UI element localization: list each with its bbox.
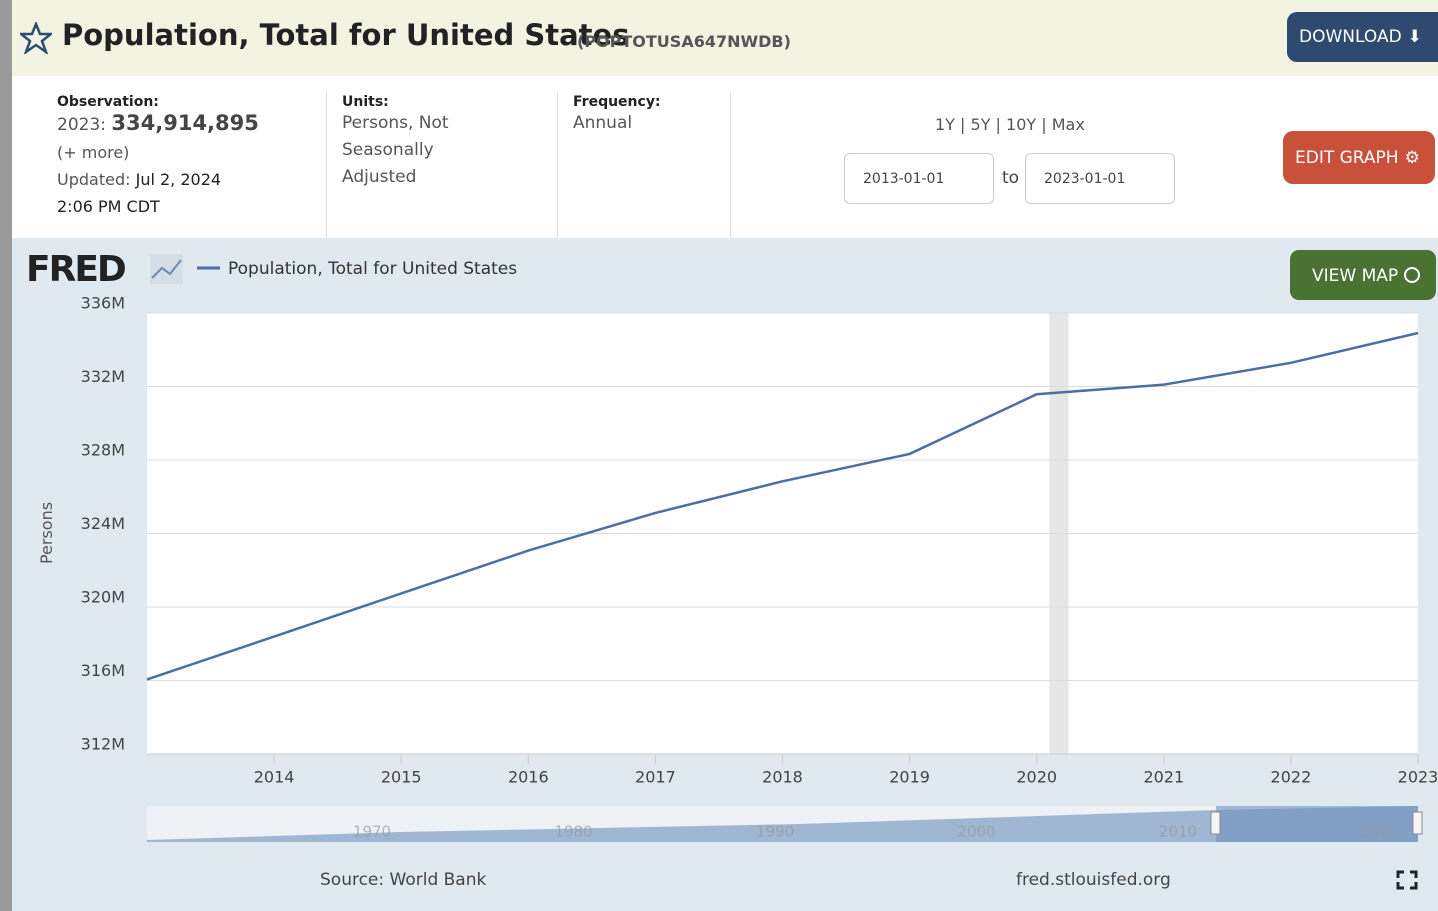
to-label: to [1002, 168, 1020, 188]
observation-value: 334,914,895 [111, 111, 259, 135]
x-tick-label: 2020 [1016, 768, 1057, 787]
x-tick-label: 2022 [1271, 768, 1312, 787]
frequency: Frequency: Annual [573, 94, 661, 137]
navigator-label: 2010 [1159, 823, 1197, 841]
x-tick-label: 2023 [1398, 768, 1438, 787]
navigator-area [147, 806, 1418, 842]
frequency-value: Annual [573, 113, 633, 133]
units-value: Persons, Not Seasonally Adjusted [342, 113, 449, 187]
y-tick-label: 324M [81, 514, 125, 533]
navigator-label: 2000 [957, 823, 995, 841]
units: Units: Persons, Not Seasonally Adjusted [342, 94, 492, 191]
divider [557, 92, 558, 238]
y-tick-label: 328M [81, 441, 125, 460]
divider [326, 92, 327, 238]
logo-icon [151, 259, 182, 279]
navigator-selection[interactable] [1216, 806, 1418, 842]
view-map-button[interactable] [1290, 250, 1436, 300]
observation: Observation: 2023: 334,914,895 (+ more) … [57, 94, 259, 220]
y-tick-label: 336M [81, 294, 125, 313]
side-strip [0, 0, 12, 911]
observation-label: Observation: [57, 94, 159, 110]
navigator-handle[interactable] [1412, 811, 1423, 835]
y-axis-title: Persons [37, 502, 56, 564]
units-label: Units: [342, 94, 389, 110]
header-bar: Population, Total for United States (POP… [12, 0, 1438, 76]
logo-icon [150, 254, 183, 284]
series-line [146, 331, 1419, 681]
navigator-label: 1990 [756, 823, 794, 841]
y-tick-label: 312M [81, 735, 125, 754]
start-date[interactable]: 2013-01-01 [844, 153, 994, 204]
updated-date: Jul 2, 2024 [135, 170, 222, 189]
observation-date: 2023: [57, 115, 106, 135]
legend-label: Population, Total for United States [228, 259, 517, 279]
range-links[interactable]: 1Y | 5Y | 10Y | Max [935, 115, 1085, 134]
x-tick-label: 2015 [381, 768, 422, 787]
globe-icon [1404, 267, 1420, 283]
source: Source: World Bank [320, 870, 486, 890]
view-map-label: VIEW MAP [1312, 266, 1398, 286]
star-icon[interactable] [20, 22, 52, 54]
x-tick-label: 2017 [635, 768, 676, 787]
navigator-label: 1980 [554, 823, 592, 841]
y-tick-label: 316M [81, 661, 125, 680]
updated-time: 2:06 PM CDT [57, 197, 160, 216]
divider [730, 92, 731, 238]
fred-logo: FRED [26, 249, 125, 290]
navigator-handle[interactable] [1210, 811, 1221, 835]
updated-label: Updated: [57, 170, 131, 189]
more-link[interactable]: (+ more) [57, 143, 130, 162]
title: Population, Total for United States [62, 18, 630, 52]
frequency-label: Frequency: [573, 94, 661, 110]
y-tick-label: 320M [81, 588, 125, 607]
y-tick-label: 332M [81, 367, 125, 386]
navigator-label: 2020 [1360, 823, 1398, 841]
x-tick-label: 2021 [1143, 768, 1184, 787]
x-tick-label: 2018 [762, 768, 803, 787]
fullscreen-icon[interactable] [1396, 870, 1418, 890]
download-button[interactable]: DOWNLOAD ⬇ [1287, 12, 1438, 62]
navigator-label: 1970 [353, 823, 391, 841]
x-tick-label: 2014 [254, 768, 295, 787]
edit-graph-button[interactable]: EDIT GRAPH ⚙ [1283, 131, 1435, 184]
site: fred.stlouisfed.org [1016, 870, 1171, 890]
end-date[interactable]: 2023-01-01 [1025, 153, 1175, 204]
x-tick-label: 2019 [889, 768, 930, 787]
x-tick-label: 2016 [508, 768, 549, 787]
edit-label: EDIT GRAPH [1295, 147, 1399, 168]
download-label: DOWNLOAD [1299, 27, 1402, 47]
series-id: (POPTOTUSA647NWDB) [577, 32, 791, 51]
